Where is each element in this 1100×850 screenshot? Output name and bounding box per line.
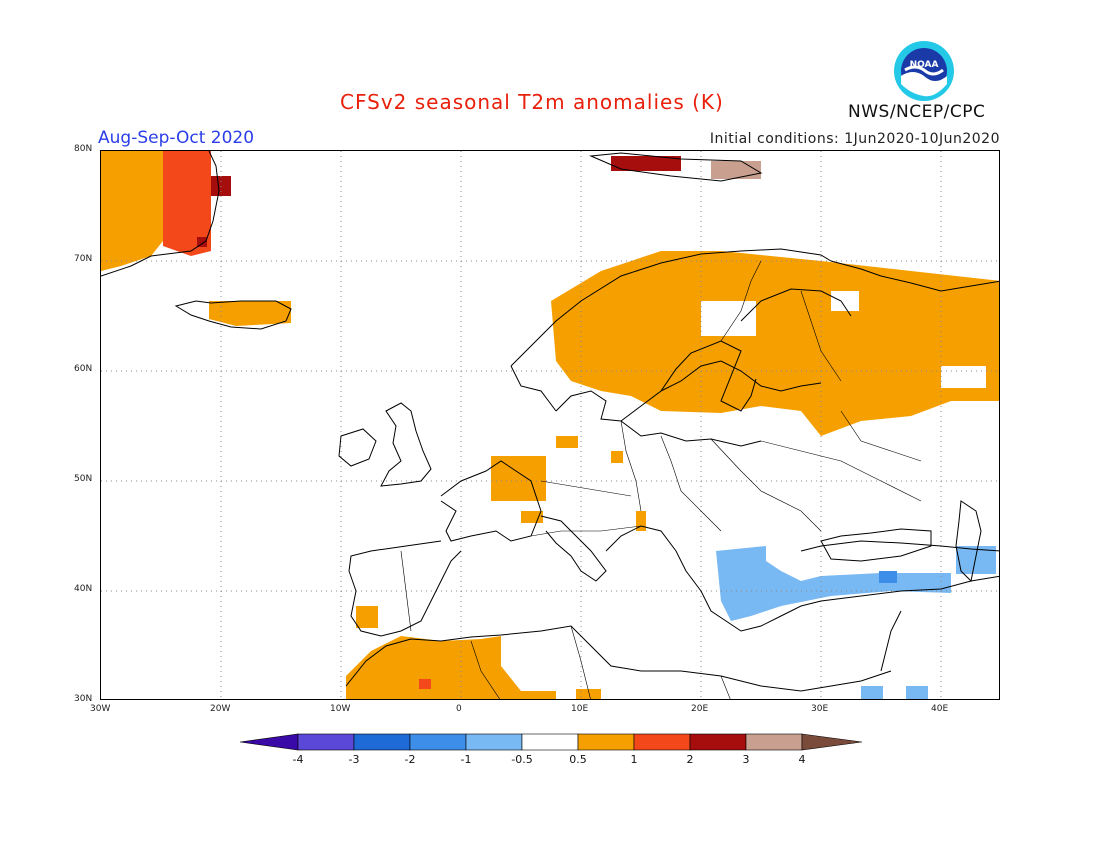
colorbar-label: -1 <box>460 753 472 766</box>
colorbar-bin <box>521 733 579 751</box>
morocco-peak-cell <box>419 679 431 689</box>
colorbar-bin <box>633 733 691 751</box>
colorbar-bin <box>353 733 411 751</box>
coastlines <box>101 151 999 692</box>
colorbar-label: 3 <box>742 753 750 766</box>
logo-text: NOAA <box>910 60 939 70</box>
lon-tick-label: 0 <box>456 704 462 714</box>
country-borders <box>400 260 922 699</box>
noaa-logo-icon: NOAA <box>894 41 954 101</box>
greenland-anomaly <box>101 151 163 271</box>
anomaly-fields <box>101 151 999 699</box>
lat-tick-label: 70N <box>74 254 93 264</box>
colorbar-bin <box>297 733 355 751</box>
colorbar-bin <box>689 733 747 751</box>
colorbar-label: -0.5 <box>511 753 533 766</box>
colorbar-bin <box>409 733 467 751</box>
balkans-cool-anomaly <box>716 546 951 621</box>
colorbar-label: -3 <box>348 753 360 766</box>
chart-title: CFSv2 seasonal T2m anomalies (K) <box>340 90 724 114</box>
greenland-strong-anomaly <box>163 151 211 256</box>
lon-tick-label: 30E <box>811 704 829 714</box>
iberia-anomaly <box>356 606 378 628</box>
colorbar-label: 4 <box>798 753 806 766</box>
lon-tick-label: 20W <box>210 704 231 714</box>
north-africa-anomaly <box>576 689 601 699</box>
north-africa-anomaly <box>346 636 556 699</box>
colorbar-bin <box>577 733 635 751</box>
graticule <box>101 151 999 699</box>
alps-anomaly <box>521 511 543 523</box>
colorbar-label: 1 <box>630 753 638 766</box>
colorbar-label: 0.5 <box>569 753 587 766</box>
levant-cool-anomaly <box>861 686 883 699</box>
lon-tick-label: 40E <box>931 704 949 714</box>
lon-tick-label: 30W <box>90 704 111 714</box>
map-canvas <box>101 151 999 699</box>
anomaly-gap <box>941 366 986 388</box>
colorbar-bin <box>745 733 803 751</box>
turkey-cool-peak <box>879 571 897 583</box>
lon-tick-label: 10E <box>571 704 589 714</box>
benelux-anomaly <box>491 456 546 501</box>
svalbard-extreme-cell <box>711 161 761 179</box>
lat-tick-label: 80N <box>74 144 93 154</box>
colorbar-label: -4 <box>292 753 304 766</box>
colorbar-label: 2 <box>686 753 694 766</box>
anomaly-gap <box>831 291 859 311</box>
svalbard-anomaly <box>611 156 681 171</box>
scandinavia-anomaly <box>551 251 999 436</box>
colorbar <box>240 733 862 751</box>
colorbar-bin <box>465 733 523 751</box>
lat-tick-label: 60N <box>74 364 93 374</box>
lat-tick-label: 40N <box>74 584 93 594</box>
initial-conditions: Initial conditions: 1Jun2020-10Jun2020 <box>709 131 1000 147</box>
levant-cool-anomaly <box>906 686 928 699</box>
iceland-anomaly <box>209 301 291 326</box>
anomaly-gap <box>701 301 756 336</box>
lon-tick-label: 10W <box>330 704 351 714</box>
germany-anomaly <box>556 436 578 448</box>
agency-label: NWS/NCEP/CPC <box>848 102 986 122</box>
lat-tick-label: 50N <box>74 474 93 484</box>
forecast-period: Aug-Sep-Oct 2020 <box>98 128 255 148</box>
poland-anomaly <box>611 451 623 463</box>
colorbar-label: -2 <box>404 753 416 766</box>
greenland-peak-cell <box>197 237 207 247</box>
colorbar-low-arrow <box>240 733 299 751</box>
adriatic-anomaly <box>636 511 646 531</box>
lon-tick-label: 20E <box>691 704 709 714</box>
colorbar-high-arrow <box>801 733 862 751</box>
lat-tick-label: 30N <box>74 694 93 704</box>
map-panel <box>100 150 1000 700</box>
